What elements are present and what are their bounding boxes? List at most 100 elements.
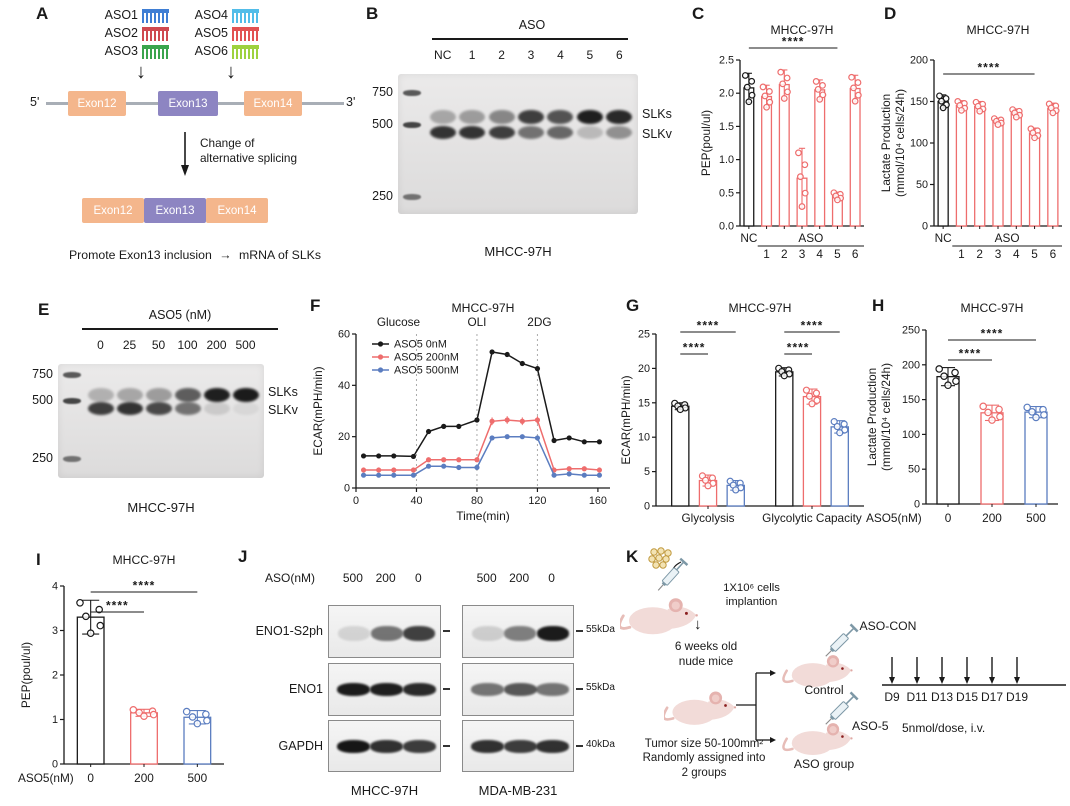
gel-band-slkv [488,126,515,139]
day-label: D19 [1006,690,1028,704]
chart-lactate-aso: MHCC-97H Lactate Production (mmol/10⁴ cell… [878,20,1068,272]
lane-label: 0 [548,571,555,585]
panel-label-b: B [366,4,379,23]
data-point [376,472,382,478]
gel-band-slks [488,110,515,124]
gel-band-slkv [87,402,114,415]
data-point [938,97,945,105]
ladder-band [63,456,81,462]
tumor-line3: 2 groups [681,766,727,779]
mouse-icon [782,717,858,759]
aso-oligo-icon [232,9,259,23]
data-point [1023,403,1032,412]
aso-oligo-bar [142,27,169,31]
data-point [474,417,480,423]
nude-mice-text: 6 weeks old nude mice [656,639,756,668]
data-point [551,472,557,478]
gel-band-slks [174,388,201,402]
panel-label-d: D [884,4,897,23]
lane-group-label: ASO [518,18,546,32]
implantation-line1: 1X10⁶ cells [723,582,780,594]
implantation-text: 1X10⁶ cells implantion [704,581,799,609]
protein-band [403,626,436,641]
bar [76,616,105,765]
protein-band [337,626,370,641]
band-label-slks: SLKs [642,107,672,121]
y-axis-label: (mmol/10⁴ cells/24h) [893,89,907,197]
legend-swatch-marker [377,354,384,360]
aso5-label: ASO-5 [852,719,889,733]
y-tick-label: 2.5 [719,55,734,67]
y-tick-label: 100 [902,429,920,441]
data-point [801,189,809,197]
bar [130,712,158,765]
exon-box: Exon12 [82,198,144,223]
ladder-band [403,122,421,128]
injection-label: Glucose [377,315,421,329]
data-point [474,464,480,471]
data-point [940,372,948,380]
gel-band-slkv [429,126,456,139]
data-point [149,710,158,719]
exon-box: Exon14 [206,198,268,223]
data-point [797,173,804,181]
x-category-label: 200 [982,511,1002,525]
significance-stars: **** [697,319,720,333]
x-group-item-label: 3 [799,247,806,261]
bar [1028,132,1041,227]
y-tick-label: 0 [52,759,58,771]
blot-image [328,605,441,658]
data-point [732,486,740,494]
x-category-label: 0 [87,771,94,785]
data-point [848,73,856,81]
y-axis-label: ECAR(mPH/min) [619,375,633,464]
five-prime-label: 5' [30,95,40,109]
protein-band [504,626,537,641]
protein-band [503,740,537,753]
data-point [441,423,447,429]
data-point [761,92,769,100]
significance-stars: **** [133,579,156,593]
data-point [795,149,802,157]
lane-label: 25 [122,338,137,352]
x-category-label: 500 [1026,511,1046,525]
molecular-weight-label: 55kDa [586,682,615,693]
y-tick-label: 3 [52,625,58,637]
aso-oligo-icon [142,27,169,41]
band-label-slks: SLKs [268,385,298,399]
y-tick-label: 10 [638,432,650,444]
data-point [780,95,788,102]
data-point [551,437,557,444]
data-point [748,91,756,99]
cell-line-caption: MHCC-97H [350,783,419,798]
aso-oligo-teeth [142,12,169,23]
aso-name-label: ASO5 [194,26,228,40]
y-tick-label: 4 [52,581,58,593]
lane-label: 100 [177,338,198,352]
y-tick-label: 5 [644,466,650,478]
dose-arrowhead [889,677,895,684]
aso-oligo-bar [232,9,259,13]
x-axis-label: Time(min) [456,509,510,523]
gel-band-slkv [576,126,603,139]
blot-row-label: ENO1-S2ph [255,624,323,638]
data-point [566,466,572,472]
data-point [779,80,787,88]
weeks-line2: nude mice [678,653,734,668]
data-point [391,472,397,478]
panel-label-e: E [38,300,50,319]
blot-image [462,720,574,772]
x-category-label: 200 [134,771,154,785]
data-point [995,405,1003,414]
data-point [854,79,862,86]
chart-pep-aso: MHCC-97H PEP(poul/ul) 0.0 0.5 1.0 1.5 2.0 2.5 NC… [698,20,872,272]
data-point [984,408,992,417]
lane-label: 1 [468,48,476,62]
series-line [363,435,600,476]
data-point [474,457,480,463]
aso-name-label: ASO3 [104,44,138,58]
aso-oligo-bar [232,45,259,49]
chart-title: MHCC-97H [113,553,176,567]
protein-band [471,683,505,696]
band-label-slkv: SLKv [642,127,672,141]
